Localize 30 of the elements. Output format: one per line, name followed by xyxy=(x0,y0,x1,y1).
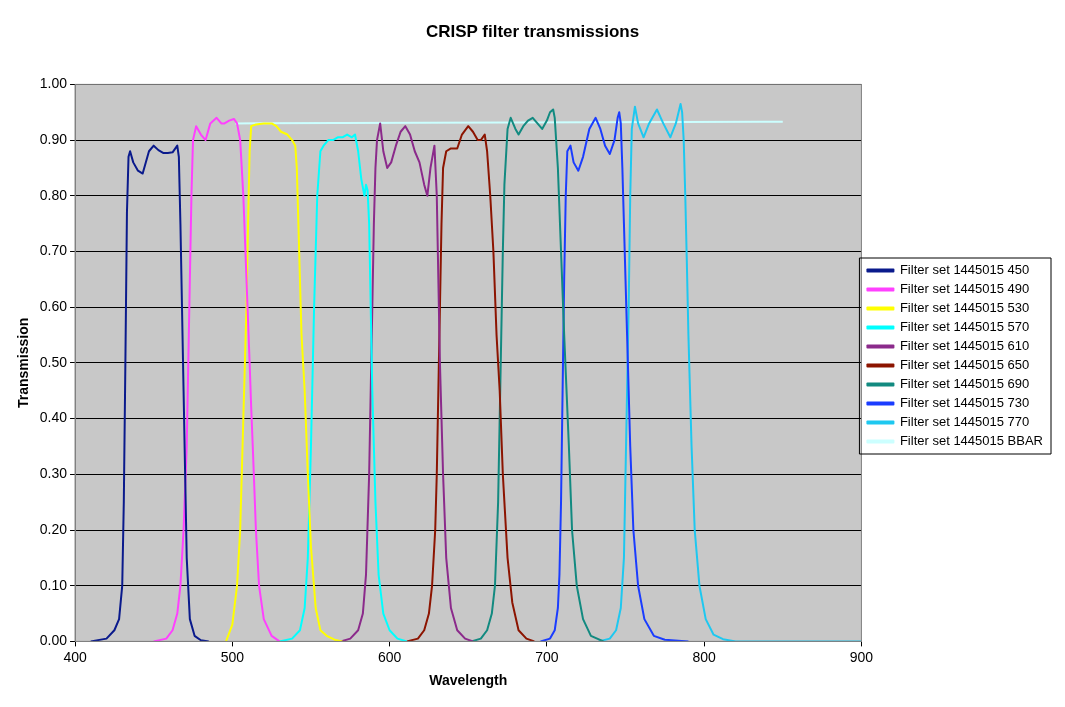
y-tick-label: 0.10 xyxy=(39,576,68,593)
chart-title: CRISP filter transmissions xyxy=(425,21,640,41)
x-tick-label: 700 xyxy=(535,648,559,665)
x-axis-title: Wavelength xyxy=(429,672,508,689)
y-tick-label: 1.00 xyxy=(39,75,68,92)
legend-label: Filter set 1445015 530 xyxy=(899,300,1030,316)
y-tick-label: 0.00 xyxy=(39,632,68,649)
x-tick-label: 600 xyxy=(377,648,402,665)
y-tick-label: 0.20 xyxy=(39,520,68,537)
x-tick-label: 500 xyxy=(220,648,245,665)
y-tick-label: 0.70 xyxy=(39,242,68,259)
y-tick-label: 0.50 xyxy=(39,353,68,370)
legend-label: Filter set 1445015 770 xyxy=(899,414,1030,430)
y-axis-title: Transmission xyxy=(15,317,32,409)
y-tick-label: 0.90 xyxy=(39,130,68,147)
y-tick-label: 0.30 xyxy=(39,465,68,482)
legend-label: Filter set 1445015 690 xyxy=(899,376,1030,392)
legend-label: Filter set 1445015 BBAR xyxy=(899,433,1043,449)
legend-label: Filter set 1445015 450 xyxy=(899,262,1030,278)
legend-label: Filter set 1445015 730 xyxy=(899,395,1030,411)
y-tick-label: 0.80 xyxy=(39,186,68,203)
x-tick-label: 400 xyxy=(63,648,87,665)
legend-label: Filter set 1445015 570 xyxy=(899,319,1030,335)
y-tick-label: 0.60 xyxy=(39,298,68,315)
legend-label: Filter set 1445015 490 xyxy=(899,281,1030,297)
legend-label: Filter set 1445015 650 xyxy=(899,357,1030,373)
x-tick-label: 900 xyxy=(849,648,874,665)
y-tick-label: 0.40 xyxy=(39,409,68,426)
legend-label: Filter set 1445015 610 xyxy=(899,338,1030,354)
x-tick-label: 800 xyxy=(692,648,717,665)
